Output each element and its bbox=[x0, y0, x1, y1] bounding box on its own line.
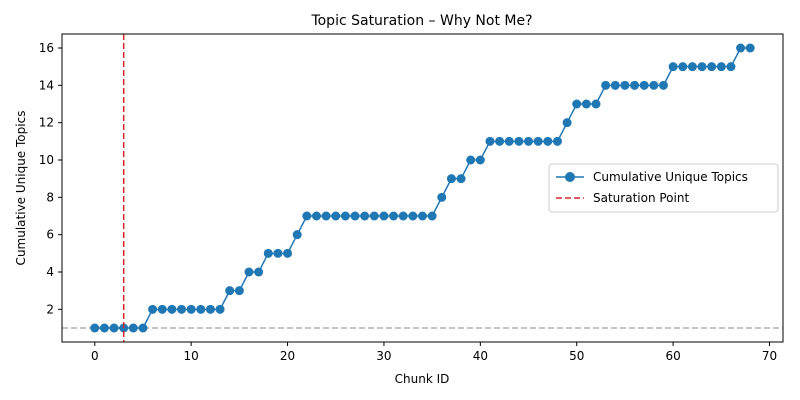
data-point bbox=[321, 211, 331, 221]
data-point bbox=[379, 211, 389, 221]
data-point bbox=[205, 304, 215, 314]
data-point bbox=[475, 155, 485, 165]
data-point bbox=[668, 62, 678, 72]
data-point bbox=[745, 43, 755, 53]
data-point bbox=[697, 62, 707, 72]
x-tick-label: 20 bbox=[280, 349, 295, 363]
data-point bbox=[148, 304, 158, 314]
data-point bbox=[524, 136, 534, 146]
data-point bbox=[581, 99, 591, 109]
data-point bbox=[418, 211, 427, 221]
plot-frame bbox=[61, 33, 784, 343]
y-tick-label: 14 bbox=[39, 78, 54, 92]
data-point bbox=[630, 80, 640, 90]
data-point bbox=[283, 248, 293, 258]
data-point bbox=[244, 267, 254, 277]
legend-series-marker bbox=[565, 172, 575, 182]
data-point bbox=[263, 248, 273, 258]
x-axis: 0 10 20 30 40 50 60 70 bbox=[91, 342, 777, 363]
data-point bbox=[687, 62, 697, 72]
data-point bbox=[591, 99, 601, 109]
data-point bbox=[360, 211, 370, 221]
data-point bbox=[437, 192, 447, 202]
y-tick-label: 12 bbox=[39, 116, 54, 130]
data-point bbox=[514, 136, 524, 146]
data-point bbox=[649, 80, 659, 90]
data-point bbox=[610, 80, 620, 90]
legend-saturation-label: Saturation Point bbox=[593, 191, 689, 205]
data-point bbox=[389, 211, 399, 221]
data-point bbox=[678, 62, 688, 72]
data-point bbox=[311, 211, 321, 221]
data-point bbox=[186, 304, 196, 314]
x-axis-title: Chunk ID bbox=[395, 372, 450, 386]
y-axis-title: Cumulative Unique Topics bbox=[14, 111, 28, 266]
data-point bbox=[446, 174, 456, 184]
data-point bbox=[234, 286, 244, 296]
data-point bbox=[90, 323, 100, 333]
legend-series-label: Cumulative Unique Topics bbox=[593, 170, 748, 184]
x-tick-label: 0 bbox=[91, 349, 99, 363]
data-point bbox=[177, 304, 187, 314]
data-point bbox=[302, 211, 312, 221]
data-point bbox=[138, 323, 148, 333]
y-axis: 2 4 6 8 10 12 14 16 bbox=[39, 41, 62, 316]
data-point bbox=[408, 211, 418, 221]
data-point bbox=[196, 304, 206, 314]
x-tick-label: 10 bbox=[184, 349, 199, 363]
y-tick-label: 16 bbox=[39, 41, 54, 55]
y-tick-label: 10 bbox=[39, 153, 54, 167]
data-point bbox=[157, 304, 167, 314]
data-point bbox=[456, 174, 466, 184]
data-point bbox=[109, 323, 119, 333]
data-point bbox=[215, 304, 225, 314]
data-point bbox=[292, 230, 302, 240]
y-tick-label: 2 bbox=[46, 302, 54, 316]
data-point bbox=[99, 323, 109, 333]
data-point bbox=[707, 62, 717, 72]
data-point bbox=[504, 136, 514, 146]
data-point bbox=[167, 304, 177, 314]
data-point bbox=[427, 211, 437, 221]
x-tick-label: 60 bbox=[665, 349, 680, 363]
data-point bbox=[485, 136, 495, 146]
x-tick-label: 70 bbox=[762, 349, 777, 363]
data-point bbox=[350, 211, 360, 221]
data-point bbox=[398, 211, 408, 221]
data-point bbox=[128, 323, 138, 333]
data-point bbox=[331, 211, 341, 221]
data-point bbox=[369, 211, 379, 221]
plot-area bbox=[62, 34, 783, 342]
x-tick-label: 50 bbox=[569, 349, 584, 363]
data-point bbox=[658, 80, 668, 90]
data-point bbox=[601, 80, 611, 90]
y-tick-label: 6 bbox=[46, 228, 54, 242]
legend-box bbox=[548, 163, 779, 213]
data-point bbox=[533, 136, 543, 146]
x-tick-label: 40 bbox=[473, 349, 488, 363]
data-point bbox=[572, 99, 582, 109]
data-point bbox=[340, 211, 350, 221]
legend: Cumulative Unique Topics Saturation Poin… bbox=[548, 163, 779, 213]
data-point bbox=[736, 43, 746, 53]
y-tick-label: 4 bbox=[46, 265, 54, 279]
data-point bbox=[639, 80, 649, 90]
data-point bbox=[273, 248, 283, 258]
y-tick-label: 8 bbox=[46, 190, 54, 204]
data-point bbox=[254, 267, 264, 277]
data-point bbox=[562, 118, 572, 128]
data-point bbox=[716, 62, 726, 72]
data-point bbox=[495, 136, 505, 146]
data-point bbox=[225, 286, 235, 296]
data-point bbox=[552, 136, 562, 146]
data-point bbox=[620, 80, 630, 90]
data-point bbox=[466, 155, 476, 165]
chart-title: Topic Saturation – Why Not Me? bbox=[310, 13, 532, 29]
data-point bbox=[543, 136, 553, 146]
data-point bbox=[726, 62, 736, 72]
x-tick-label: 30 bbox=[376, 349, 391, 363]
